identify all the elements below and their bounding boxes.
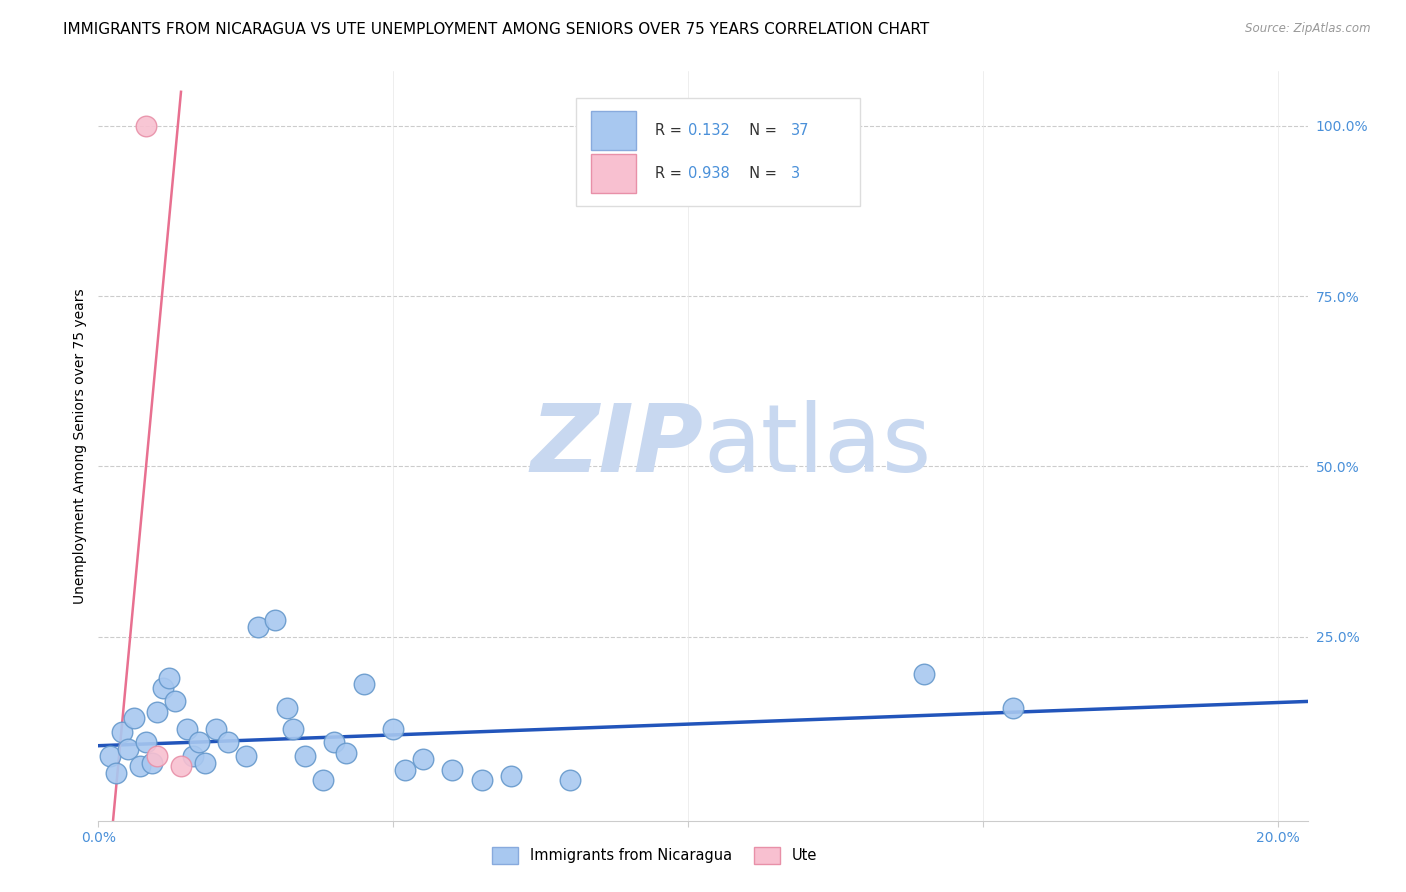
- FancyBboxPatch shape: [591, 153, 637, 193]
- Point: [128, 759, 150, 773]
- Point: [105, 766, 128, 780]
- FancyBboxPatch shape: [576, 97, 860, 206]
- Text: 0.132: 0.132: [689, 123, 730, 138]
- Text: N =: N =: [741, 123, 782, 138]
- Text: 3: 3: [792, 166, 800, 181]
- Point: [560, 772, 582, 787]
- Point: [194, 756, 217, 770]
- Point: [217, 735, 239, 749]
- Point: [135, 119, 157, 133]
- Point: [382, 722, 405, 736]
- Y-axis label: Unemployment Among Seniors over 75 years: Unemployment Among Seniors over 75 years: [73, 288, 87, 604]
- Text: 37: 37: [792, 123, 810, 138]
- Point: [122, 711, 145, 725]
- Point: [412, 752, 434, 766]
- Point: [235, 748, 257, 763]
- Point: [187, 735, 209, 749]
- Text: 0.938: 0.938: [689, 166, 730, 181]
- Text: ZIP: ZIP: [530, 400, 703, 492]
- Point: [501, 769, 523, 783]
- Point: [146, 748, 169, 763]
- FancyBboxPatch shape: [591, 112, 637, 150]
- Point: [441, 763, 464, 777]
- Point: [98, 748, 121, 763]
- Point: [157, 671, 180, 685]
- Point: [165, 694, 187, 708]
- Legend: Immigrants from Nicaragua, Ute: Immigrants from Nicaragua, Ute: [486, 841, 823, 870]
- Point: [294, 748, 316, 763]
- Point: [264, 613, 287, 627]
- Text: N =: N =: [741, 166, 782, 181]
- Point: [117, 742, 139, 756]
- Point: [141, 756, 163, 770]
- Point: [146, 705, 169, 719]
- Point: [912, 667, 935, 681]
- Point: [170, 759, 193, 773]
- Text: IMMIGRANTS FROM NICARAGUA VS UTE UNEMPLOYMENT AMONG SENIORS OVER 75 YEARS CORREL: IMMIGRANTS FROM NICARAGUA VS UTE UNEMPLO…: [63, 22, 929, 37]
- Point: [335, 746, 357, 760]
- Point: [471, 772, 494, 787]
- Point: [1001, 701, 1024, 715]
- Point: [281, 722, 304, 736]
- Point: [205, 722, 228, 736]
- Point: [135, 735, 157, 749]
- Text: R =: R =: [655, 123, 686, 138]
- Point: [176, 722, 198, 736]
- Point: [111, 725, 134, 739]
- Point: [276, 701, 298, 715]
- Point: [323, 735, 346, 749]
- Text: Source: ZipAtlas.com: Source: ZipAtlas.com: [1246, 22, 1371, 36]
- Text: R =: R =: [655, 166, 686, 181]
- Point: [181, 748, 204, 763]
- Point: [246, 619, 269, 633]
- Point: [152, 681, 174, 695]
- Point: [394, 763, 416, 777]
- Text: atlas: atlas: [703, 400, 931, 492]
- Point: [311, 772, 333, 787]
- Point: [353, 677, 375, 691]
